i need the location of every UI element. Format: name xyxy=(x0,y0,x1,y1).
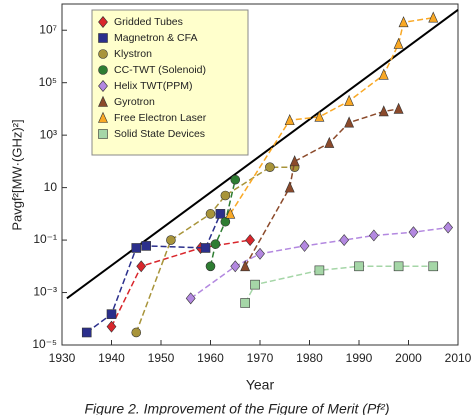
marker xyxy=(344,94,355,106)
marker xyxy=(131,327,142,338)
marker xyxy=(443,221,453,234)
x-tick-label: 1970 xyxy=(247,351,274,365)
marker xyxy=(289,155,300,167)
legend-marker xyxy=(98,111,108,123)
marker xyxy=(354,261,364,272)
marker xyxy=(141,241,151,251)
marker xyxy=(324,136,335,148)
legend-marker xyxy=(98,33,108,43)
series-line xyxy=(190,226,449,299)
y-tick-label: 10⁵ xyxy=(39,75,57,89)
marker xyxy=(265,162,275,173)
marker xyxy=(215,209,226,219)
marker xyxy=(428,261,439,272)
marker xyxy=(408,226,419,239)
marker xyxy=(106,320,117,333)
marker xyxy=(378,68,389,80)
legend-label: Magnetron & CFA xyxy=(114,32,197,44)
y-tick-label: 10⁻³ xyxy=(33,285,57,299)
legend-label: Gridded Tubes xyxy=(114,16,183,28)
marker xyxy=(314,265,325,276)
y-tick-label: 10⁷ xyxy=(39,22,57,36)
marker xyxy=(339,234,350,247)
y-tick-label: 10⁻⁵ xyxy=(32,337,57,351)
marker xyxy=(240,298,250,308)
marker xyxy=(220,190,231,201)
legend-marker xyxy=(98,80,108,92)
legend-box xyxy=(91,9,249,156)
marker xyxy=(344,116,355,128)
marker xyxy=(299,239,310,252)
x-tick-label: 1980 xyxy=(296,351,323,365)
y-tick-label: 10 xyxy=(44,180,58,194)
marker xyxy=(185,292,196,305)
marker xyxy=(398,16,409,28)
series-line xyxy=(209,179,236,267)
marker xyxy=(393,37,404,49)
y-tick-label: 10³ xyxy=(40,127,57,141)
marker xyxy=(220,216,231,227)
marker xyxy=(106,309,117,319)
x-tick-label: 2000 xyxy=(395,351,422,365)
marker xyxy=(378,105,389,117)
x-tick-label: 1960 xyxy=(197,351,224,365)
marker xyxy=(393,102,404,114)
legend-marker xyxy=(98,16,108,28)
y-tick-label: 10⁻¹ xyxy=(33,232,57,246)
legend-label: Solid State Devices xyxy=(114,128,205,140)
marker xyxy=(393,261,404,272)
legend-label: Klystron xyxy=(114,48,152,60)
marker xyxy=(205,209,216,219)
marker xyxy=(225,207,236,219)
marker xyxy=(284,114,295,126)
legend-label: Gyrotron xyxy=(114,96,155,108)
legend-label: CC-TWT (Solenoid) xyxy=(114,64,206,76)
marker xyxy=(428,11,439,23)
legend-marker xyxy=(98,49,108,59)
series-line xyxy=(244,265,434,304)
marker xyxy=(81,327,92,338)
legend-label: Free Electron Laser xyxy=(114,112,207,124)
marker xyxy=(240,260,251,272)
marker xyxy=(166,235,176,245)
x-tick-label: 2010 xyxy=(445,351,472,365)
marker xyxy=(205,261,216,272)
marker xyxy=(255,247,265,260)
x-tick-label: 1950 xyxy=(148,351,175,365)
y-axis-label: Pavgf²[MW·(GHz)²] xyxy=(9,119,24,230)
x-tick-label: 1990 xyxy=(346,351,373,365)
marker xyxy=(284,181,295,193)
x-tick-label: 1940 xyxy=(98,351,125,365)
marker xyxy=(230,174,241,185)
marker xyxy=(136,260,147,273)
legend-marker xyxy=(98,65,108,75)
marker xyxy=(250,279,260,290)
legend-marker xyxy=(98,95,108,107)
marker xyxy=(314,110,325,122)
series-line xyxy=(110,239,251,327)
caption: Figure 2. Improvement of the Figure of M… xyxy=(85,401,390,415)
x-tick-label: 1930 xyxy=(49,351,76,365)
marker xyxy=(210,239,221,249)
marker xyxy=(131,243,142,253)
marker xyxy=(230,260,241,273)
marker xyxy=(245,234,255,247)
legend-marker xyxy=(98,129,108,139)
marker xyxy=(368,229,379,242)
legend-label: Helix TWT(PPM) xyxy=(114,80,193,92)
x-axis-label: Year xyxy=(246,377,275,393)
marker xyxy=(200,243,211,253)
